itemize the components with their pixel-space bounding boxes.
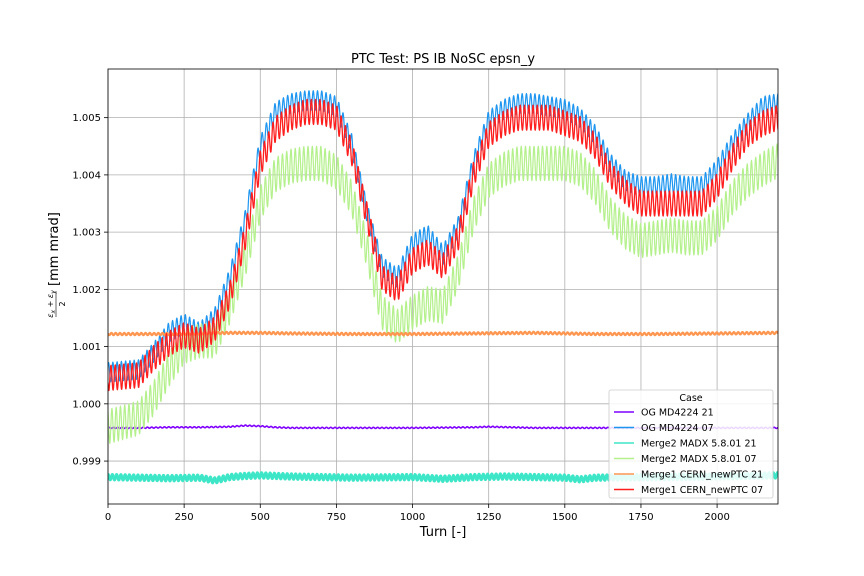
legend: Case OG MD4224 21 OG MD4224 07 Merge2 MADX… xyxy=(608,389,774,499)
y-axis-fraction-denominator: 2 xyxy=(58,301,67,306)
y-tick-label: 0.999 xyxy=(72,457,101,468)
y-tick-label: 1.003 xyxy=(72,228,101,239)
y-axis-fraction-text: εx + εy xyxy=(46,290,57,318)
x-tick-label: 750 xyxy=(327,512,346,523)
series-line-5 xyxy=(108,330,778,337)
legend-box xyxy=(608,389,774,499)
x-tick-label: 1500 xyxy=(552,512,577,523)
x-tick-label: 2000 xyxy=(704,512,729,523)
y-tick-label: 1.005 xyxy=(72,113,101,124)
legend-label: OG MD4224 07 xyxy=(641,423,714,434)
legend-label: Merge2 MADX 5.8.01 07 xyxy=(641,454,757,465)
legend-label: Merge2 MADX 5.8.01 21 xyxy=(641,439,757,450)
x-tick-label: 1000 xyxy=(400,512,425,523)
legend-items: OG MD4224 21 OG MD4224 07 Merge2 MADX 5.8.… xyxy=(614,408,763,496)
y-tick-label: 1.001 xyxy=(72,342,101,353)
x-tick-label: 1250 xyxy=(476,512,501,523)
series-line-6 xyxy=(108,98,778,392)
y-tick-label: 1.000 xyxy=(72,399,101,410)
plot-frame xyxy=(107,68,779,505)
y-tick-label: 1.002 xyxy=(72,285,101,296)
x-axis-title: Turn [-] xyxy=(419,525,467,540)
legend-label: Merge1 CERN_newPTC 21 xyxy=(641,470,763,481)
x-tick-label: 250 xyxy=(175,512,194,523)
x-tick-label: 0 xyxy=(105,512,111,523)
x-tick-label: 1750 xyxy=(628,512,653,523)
x-tick-label: 500 xyxy=(251,512,270,523)
y-axis-fraction: εx + εy 2 xyxy=(46,290,67,318)
y-tick-label: 1.004 xyxy=(72,170,101,181)
chart-title: PTC Test: PS IB NoSC epsn_y xyxy=(351,52,535,67)
legend-label: OG MD4224 21 xyxy=(641,408,714,419)
legend-label: Merge1 CERN_newPTC 07 xyxy=(641,485,763,496)
y-axis-label: [mm mrad] xyxy=(47,212,62,286)
y-axis-title: [mm mrad] εx + εy 2 xyxy=(46,212,67,318)
y-axis-ticks: 0.999 1.000 1.001 1.002 1.003 1.004 1.005 xyxy=(72,113,108,468)
x-axis-ticks: 0 250 500 750 1000 1250 1500 1750 2000 xyxy=(105,504,730,523)
legend-title: Case xyxy=(679,393,702,404)
